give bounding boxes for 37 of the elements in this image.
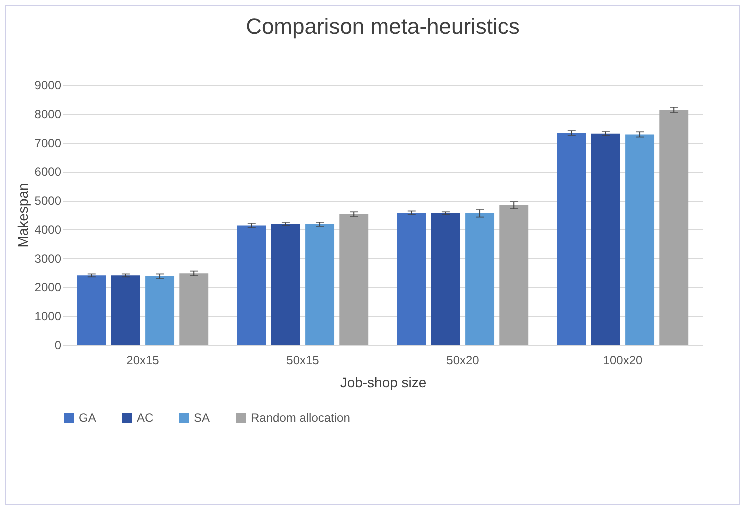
y-tick-label: 9000 — [34, 78, 62, 92]
x-tick-label: 100x20 — [603, 354, 644, 368]
bar — [77, 276, 106, 345]
legend-label: Random allocation — [251, 411, 350, 425]
bar — [557, 133, 586, 345]
bar — [431, 214, 460, 345]
y-tick-label: 4000 — [34, 222, 62, 237]
x-tick-label: 20x15 — [126, 354, 160, 368]
x-tick-label: 50x20 — [446, 354, 480, 368]
legend-label: AC — [137, 411, 154, 425]
bar — [466, 214, 495, 345]
y-tick-label: 1000 — [34, 310, 62, 324]
bar — [591, 134, 620, 345]
bar — [397, 212, 426, 345]
bar — [180, 274, 209, 345]
y-tick-label: 7000 — [34, 136, 62, 150]
y-tick-label: 8000 — [34, 107, 62, 122]
bar — [306, 224, 335, 345]
bar — [146, 276, 175, 345]
legend-label: GA — [79, 411, 96, 425]
bar — [340, 214, 369, 345]
x-tick-label: 50x15 — [286, 354, 320, 368]
y-tick-label: 0 — [54, 338, 62, 352]
y-tick-label: 5000 — [34, 194, 62, 208]
legend-label: SA — [194, 411, 210, 425]
chart-title: Comparison meta-heuristics — [246, 14, 520, 39]
y-tick-label: 3000 — [34, 252, 62, 266]
bar — [660, 110, 689, 345]
x-axis-title: Job-shop size — [340, 374, 427, 390]
bar — [500, 205, 529, 345]
y-tick-label: 2000 — [34, 280, 62, 295]
bar — [237, 226, 266, 345]
y-tick-label: 6000 — [34, 165, 62, 180]
bar — [271, 224, 300, 345]
bar — [111, 276, 140, 345]
y-axis-title: Makespan — [14, 183, 31, 248]
bar — [626, 134, 655, 345]
